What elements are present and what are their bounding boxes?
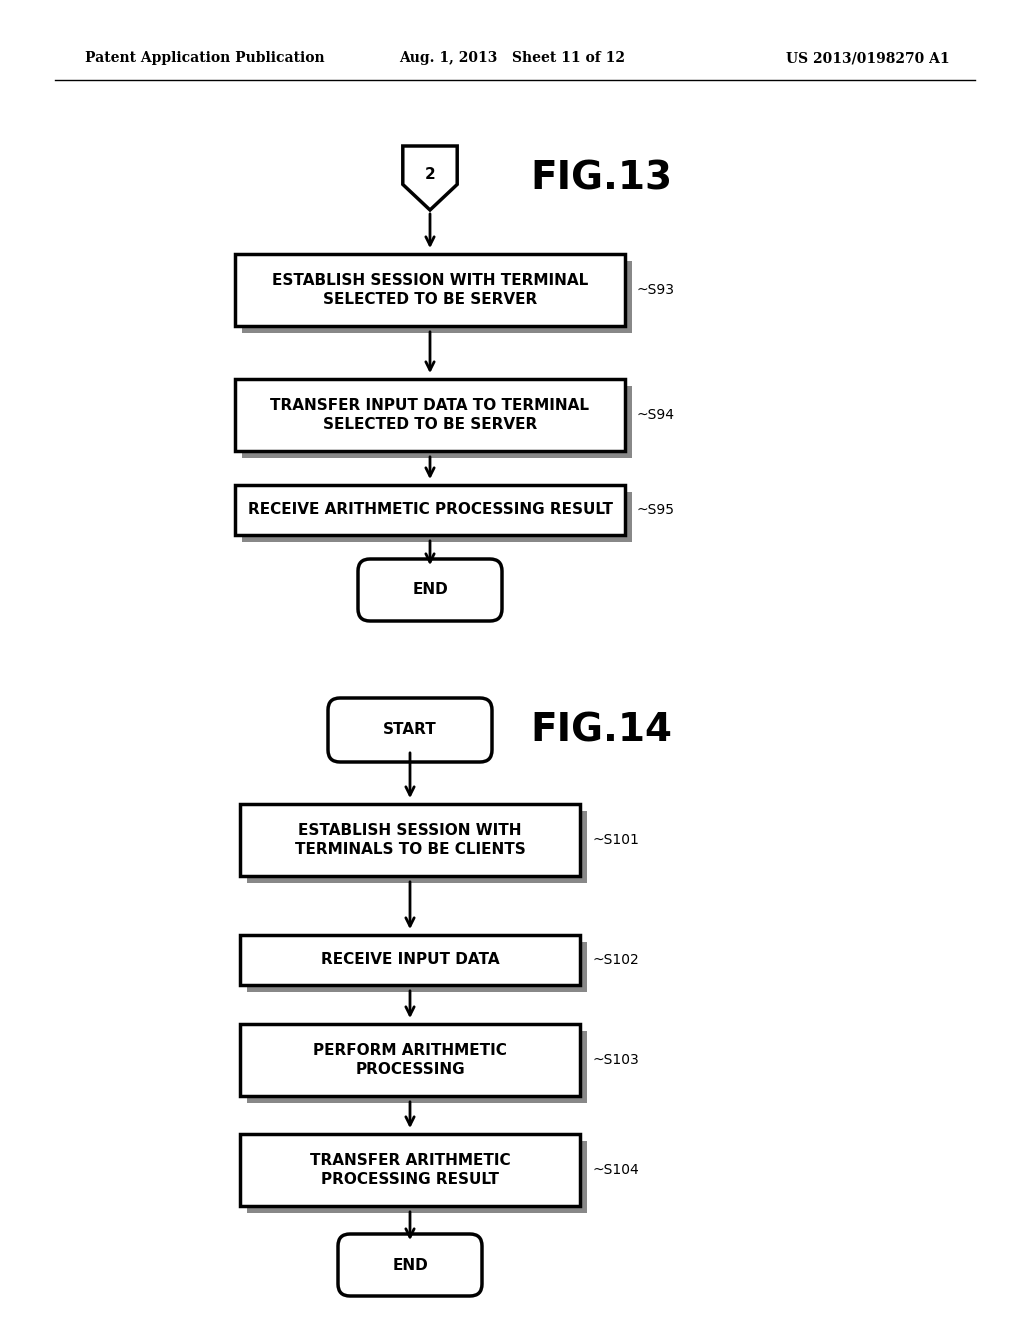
Text: TRANSFER INPUT DATA TO TERMINAL
SELECTED TO BE SERVER: TRANSFER INPUT DATA TO TERMINAL SELECTED… bbox=[270, 399, 590, 432]
Text: START: START bbox=[383, 722, 437, 738]
FancyBboxPatch shape bbox=[234, 484, 625, 535]
Text: ~S101: ~S101 bbox=[592, 833, 639, 847]
FancyBboxPatch shape bbox=[240, 1134, 580, 1206]
FancyBboxPatch shape bbox=[234, 253, 625, 326]
Text: ~S95: ~S95 bbox=[637, 503, 675, 517]
Text: RECEIVE INPUT DATA: RECEIVE INPUT DATA bbox=[321, 953, 500, 968]
FancyBboxPatch shape bbox=[240, 935, 580, 985]
Text: FIG.14: FIG.14 bbox=[530, 711, 672, 748]
FancyBboxPatch shape bbox=[247, 1140, 587, 1213]
FancyBboxPatch shape bbox=[247, 1031, 587, 1104]
Text: FIG.13: FIG.13 bbox=[530, 158, 672, 197]
Text: ~S102: ~S102 bbox=[592, 953, 639, 968]
Text: TRANSFER ARITHMETIC
PROCESSING RESULT: TRANSFER ARITHMETIC PROCESSING RESULT bbox=[309, 1154, 510, 1187]
Text: ESTABLISH SESSION WITH
TERMINALS TO BE CLIENTS: ESTABLISH SESSION WITH TERMINALS TO BE C… bbox=[295, 824, 525, 857]
FancyBboxPatch shape bbox=[358, 558, 502, 620]
FancyBboxPatch shape bbox=[242, 261, 632, 333]
Text: 2: 2 bbox=[425, 168, 435, 182]
Text: ~S103: ~S103 bbox=[592, 1053, 639, 1067]
FancyBboxPatch shape bbox=[240, 804, 580, 876]
Text: Aug. 1, 2013   Sheet 11 of 12: Aug. 1, 2013 Sheet 11 of 12 bbox=[399, 51, 625, 65]
Text: ~S93: ~S93 bbox=[637, 282, 675, 297]
Text: RECEIVE ARITHMETIC PROCESSING RESULT: RECEIVE ARITHMETIC PROCESSING RESULT bbox=[248, 503, 612, 517]
FancyBboxPatch shape bbox=[338, 1234, 482, 1296]
FancyBboxPatch shape bbox=[240, 1024, 580, 1096]
FancyBboxPatch shape bbox=[242, 385, 632, 458]
FancyBboxPatch shape bbox=[247, 810, 587, 883]
Text: END: END bbox=[392, 1258, 428, 1272]
FancyBboxPatch shape bbox=[328, 698, 492, 762]
FancyBboxPatch shape bbox=[242, 492, 632, 543]
Text: END: END bbox=[412, 582, 447, 598]
Text: ESTABLISH SESSION WITH TERMINAL
SELECTED TO BE SERVER: ESTABLISH SESSION WITH TERMINAL SELECTED… bbox=[272, 273, 588, 306]
Polygon shape bbox=[402, 147, 457, 210]
Text: US 2013/0198270 A1: US 2013/0198270 A1 bbox=[786, 51, 950, 65]
FancyBboxPatch shape bbox=[234, 379, 625, 451]
Text: PERFORM ARITHMETIC
PROCESSING: PERFORM ARITHMETIC PROCESSING bbox=[313, 1043, 507, 1077]
Text: ~S104: ~S104 bbox=[592, 1163, 639, 1177]
FancyBboxPatch shape bbox=[247, 942, 587, 993]
Text: Patent Application Publication: Patent Application Publication bbox=[85, 51, 325, 65]
Text: ~S94: ~S94 bbox=[637, 408, 675, 422]
